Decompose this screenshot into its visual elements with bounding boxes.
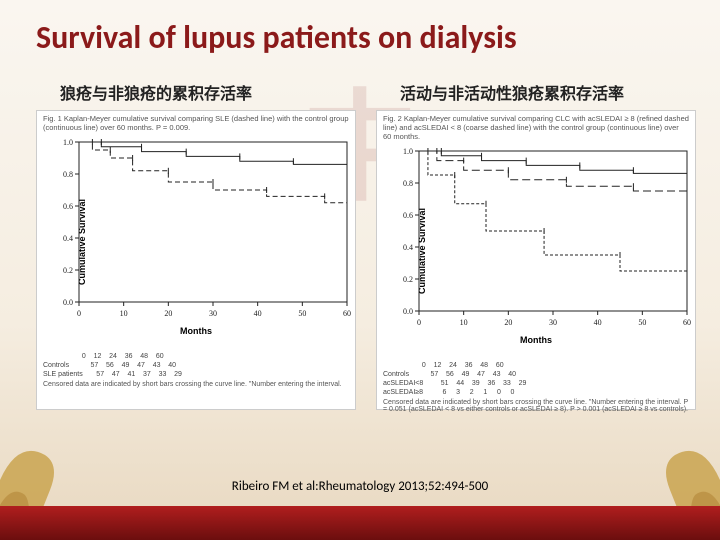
km-chart-right: Cumulative Survival 01020304050600.00.20…: [377, 141, 695, 361]
svg-text:0.2: 0.2: [403, 275, 413, 284]
svg-text:0.2: 0.2: [63, 266, 73, 275]
svg-text:0.8: 0.8: [403, 179, 413, 188]
svg-text:60: 60: [683, 318, 691, 327]
km-chart-left: Cumulative Survival 01020304050600.00.20…: [37, 132, 355, 352]
svg-text:20: 20: [164, 309, 172, 318]
svg-text:40: 40: [594, 318, 602, 327]
svg-text:10: 10: [460, 318, 468, 327]
slide-title: Survival of lupus patients on dialysis: [36, 18, 517, 57]
chart-panel-right: Fig. 2 Kaplan-Meyer cumulative survival …: [376, 110, 696, 410]
svg-text:0.4: 0.4: [63, 234, 73, 243]
risk-table-right: 0 12 24 36 48 60 Controls 57 56 49 47 43…: [377, 361, 695, 397]
xlabel-left: Months: [180, 326, 212, 336]
svg-text:1.0: 1.0: [403, 147, 413, 156]
risk-table-left: 0 12 24 36 48 60 Controls 57 56 49 47 43…: [37, 352, 355, 379]
svg-text:30: 30: [549, 318, 557, 327]
footnote-left: Censored data are indicated by short bar…: [37, 379, 355, 390]
svg-text:20: 20: [504, 318, 512, 327]
fig2-caption: Fig. 2 Kaplan-Meyer cumulative survival …: [377, 111, 695, 141]
fig1-caption: Fig. 1 Kaplan-Meyer cumulative survival …: [37, 111, 355, 132]
subtitle-right: 活动与非活动性狼疮累积存活率: [400, 80, 624, 104]
svg-text:60: 60: [343, 309, 351, 318]
svg-text:0.4: 0.4: [403, 243, 413, 252]
svg-text:50: 50: [298, 309, 306, 318]
svg-text:30: 30: [209, 309, 217, 318]
svg-text:50: 50: [638, 318, 646, 327]
footnote-right: Censored data are indicated by short bar…: [377, 397, 695, 415]
svg-text:1.0: 1.0: [63, 138, 73, 147]
svg-text:10: 10: [120, 309, 128, 318]
bottom-banner: [0, 506, 720, 540]
svg-text:0.6: 0.6: [63, 202, 73, 211]
svg-text:0.0: 0.0: [63, 298, 73, 307]
svg-text:0.0: 0.0: [403, 307, 413, 316]
citation-text: Ribeiro FM et al:Rheumatology 2013;52:49…: [232, 479, 488, 494]
svg-text:0.8: 0.8: [63, 170, 73, 179]
subtitle-left: 狼疮与非狼疮的累积存活率: [60, 80, 252, 104]
svg-text:0: 0: [77, 309, 81, 318]
svg-text:40: 40: [254, 309, 262, 318]
svg-text:0.6: 0.6: [403, 211, 413, 220]
km-svg-right: 0 10 20 30 40 50 60 0.0 0.2 0.4 0.6 0.8 1.0: [377, 141, 697, 341]
km-svg-left: 0 10 20 30 40 50 60 0.0 0.2 0.4 0.6 0.8 1.0: [37, 132, 357, 332]
chart-panel-left: Fig. 1 Kaplan-Meyer cumulative survival …: [36, 110, 356, 410]
xlabel-right: Months: [520, 335, 552, 345]
svg-text:0: 0: [417, 318, 421, 327]
